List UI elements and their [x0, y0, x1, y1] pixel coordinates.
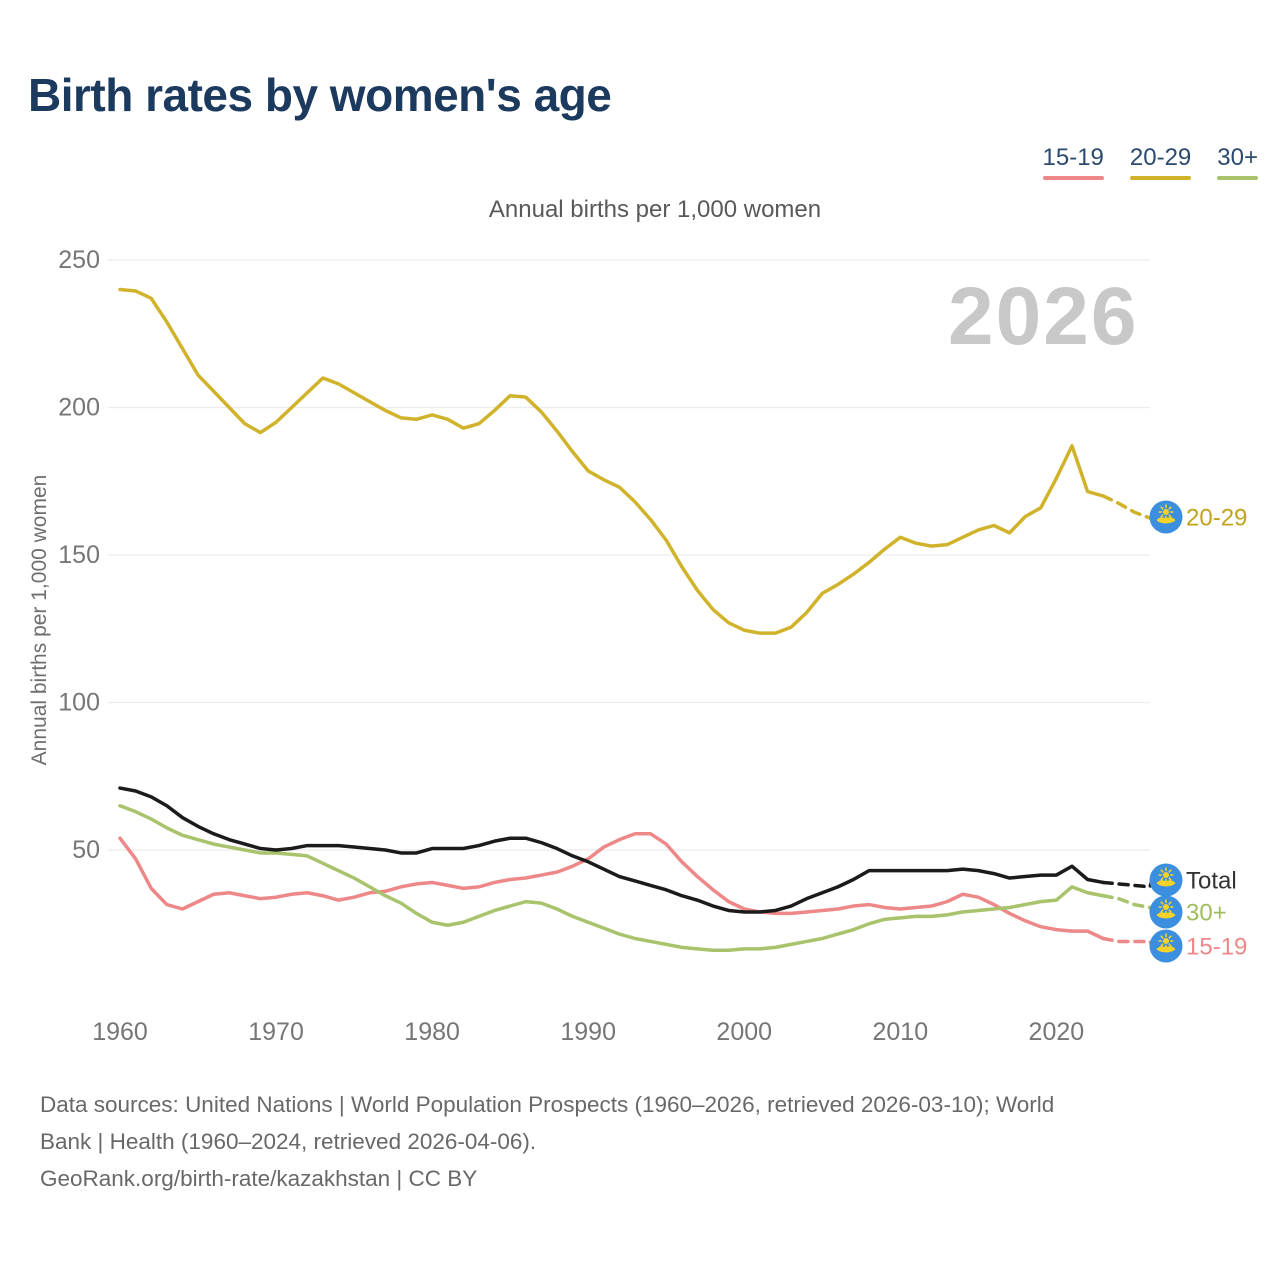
flag-sun-ray	[1168, 514, 1172, 518]
series-line-20-29	[118, 287, 1105, 635]
flag-sun	[1163, 872, 1169, 878]
x-tick-2020: 2020	[1029, 1018, 1085, 1046]
series-line-20-29-projection	[1101, 494, 1154, 520]
y-tick-150: 150	[58, 541, 100, 569]
x-tick-1960: 1960	[92, 1018, 148, 1046]
footer-data-sources-line-2: Bank | Health (1960–2024, retrieved 2026…	[40, 1129, 537, 1154]
legend-item-30plus[interactable]: 30+	[1217, 144, 1258, 180]
flag-eagle	[1156, 912, 1176, 919]
footer-data-sources-line-1: Data sources: United Nations | World Pop…	[40, 1092, 1055, 1117]
flag-sun	[1163, 938, 1169, 944]
flag-sun	[1163, 509, 1169, 515]
flag-sun-ray	[1160, 869, 1164, 873]
x-tick-1980: 1980	[404, 1018, 460, 1046]
flag-sun-ray	[1160, 514, 1164, 518]
legend-swatch-20-29	[1129, 176, 1192, 180]
flag-sun-ray	[1168, 909, 1172, 913]
kazakhstan-flag-badge-15-19	[1149, 929, 1183, 963]
flag-sun-ray	[1168, 506, 1172, 510]
legend-label-30plus: 30+	[1217, 144, 1258, 171]
legend-label-20-29: 20-29	[1129, 144, 1192, 171]
flag-sun-ray	[1160, 935, 1164, 939]
series-line-Total-projection	[1101, 878, 1154, 889]
x-tick-2000: 2000	[716, 1018, 772, 1046]
y-tick-50: 50	[72, 836, 100, 864]
kazakhstan-flag-badge-30+	[1149, 895, 1183, 929]
legend-item-20-29[interactable]: 20-29	[1129, 144, 1192, 180]
y-tick-100: 100	[58, 689, 100, 717]
x-tick-1990: 1990	[560, 1018, 616, 1046]
end-label-Total: Total	[1186, 868, 1237, 895]
flag-sun-ray	[1168, 869, 1172, 873]
y-tick-250: 250	[58, 246, 100, 274]
legend-item-15-19[interactable]: 15-19	[1042, 144, 1104, 180]
flag-eagle	[1156, 946, 1176, 953]
flag-eagle	[1156, 880, 1176, 887]
kazakhstan-flag-badge-Total	[1149, 863, 1183, 897]
series-line-Total	[118, 786, 1105, 914]
x-tick-1970: 1970	[248, 1018, 304, 1046]
page-title: Birth rates by women's age	[28, 69, 612, 121]
series-line-30+	[118, 804, 1105, 953]
watermark-year: 2026	[948, 271, 1139, 362]
series-line-30+-projection	[1101, 893, 1154, 914]
legend-label-15-19: 15-19	[1042, 144, 1104, 171]
end-label-30+: 30+	[1186, 900, 1227, 927]
flag-eagle	[1156, 517, 1176, 524]
legend-swatch-15-19	[1042, 176, 1104, 180]
x-tick-2010: 2010	[872, 1018, 928, 1046]
flag-sun-ray	[1160, 909, 1164, 913]
kazakhstan-flag-badge-20-29	[1149, 500, 1183, 534]
flag-sun-ray	[1160, 943, 1164, 947]
legend: 15-19 20-29 30+	[1042, 144, 1258, 180]
series-line-15-19	[118, 832, 1105, 941]
flag-sun-ray	[1168, 901, 1172, 905]
y-tick-200: 200	[58, 394, 100, 422]
end-label-20-29: 20-29	[1186, 505, 1247, 532]
flag-sun-ray	[1160, 901, 1164, 905]
flag-sun-ray	[1160, 506, 1164, 510]
flag-sun-ray	[1168, 943, 1172, 947]
flag-sun	[1163, 904, 1169, 910]
end-label-15-19: 15-19	[1186, 934, 1247, 961]
flag-sun-ray	[1160, 877, 1164, 881]
flag-sun-ray	[1168, 877, 1172, 881]
footer: Data sources: United Nations | World Pop…	[40, 1086, 1240, 1197]
legend-swatch-30plus	[1217, 176, 1258, 180]
series-line-15-19-projection	[1101, 936, 1154, 948]
footer-attribution: GeoRank.org/birth-rate/kazakhstan | CC B…	[40, 1166, 478, 1191]
chart-subtitle: Annual births per 1,000 women	[488, 196, 822, 223]
flag-sun-ray	[1168, 935, 1172, 939]
